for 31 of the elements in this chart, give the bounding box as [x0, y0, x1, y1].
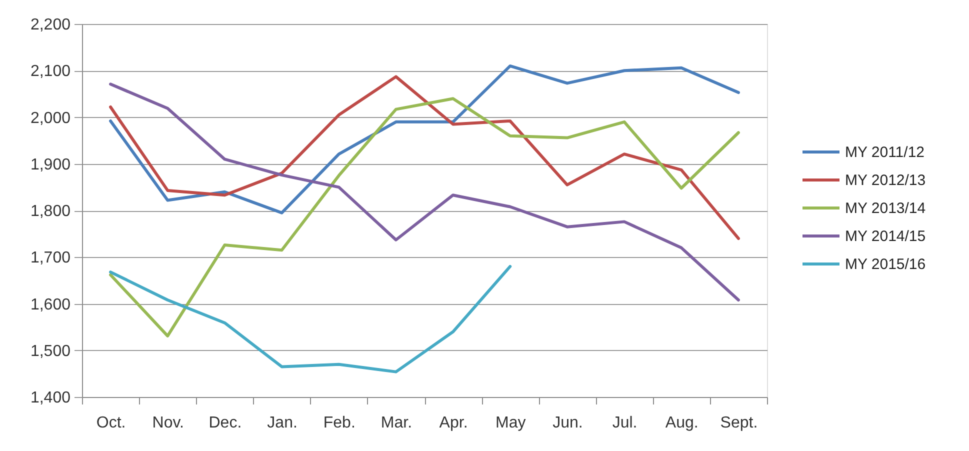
- x-tick-label: Jan.: [267, 414, 298, 432]
- line-series: [109, 82, 740, 302]
- legend-label: MY 2014/15: [845, 228, 926, 245]
- y-tick-label: 2,000: [30, 110, 71, 127]
- y-tick-label: 1,600: [30, 296, 71, 314]
- y-tick-label: 1,400: [30, 390, 71, 406]
- line-series: [109, 64, 740, 214]
- legend-label: MY 2015/16: [845, 256, 926, 273]
- x-tick-label: Oct.: [96, 414, 126, 432]
- legend-label: MY 2012/13: [845, 172, 926, 189]
- legend-label: MY 2011/12: [845, 144, 925, 161]
- x-tick-label: Mar.: [380, 414, 412, 432]
- y-tick-label: 1,900: [30, 156, 71, 174]
- y-tick-label: 1,700: [30, 250, 71, 267]
- y-tick-label: 2,100: [30, 63, 71, 80]
- x-tick-label: Jul.: [612, 414, 638, 432]
- y-tick-label: 2,200: [30, 16, 71, 34]
- x-tick-label: Aug.: [665, 414, 698, 432]
- x-tick-label: Feb.: [323, 414, 356, 432]
- y-tick-label: 1,500: [30, 342, 71, 360]
- x-tick-label: Jun.: [552, 414, 583, 432]
- legend-label: MY 2013/14: [845, 200, 926, 217]
- y-tick-label: 1,800: [30, 203, 71, 220]
- x-tick-label: Sept.: [720, 414, 758, 432]
- x-tick-label: Nov.: [152, 414, 184, 432]
- line-series: [109, 75, 740, 240]
- x-tick-label: May: [496, 414, 526, 432]
- line-series: [109, 97, 740, 338]
- x-tick-label: Dec.: [208, 414, 242, 432]
- line-series: [109, 264, 512, 374]
- x-tick-label: Apr.: [439, 414, 468, 432]
